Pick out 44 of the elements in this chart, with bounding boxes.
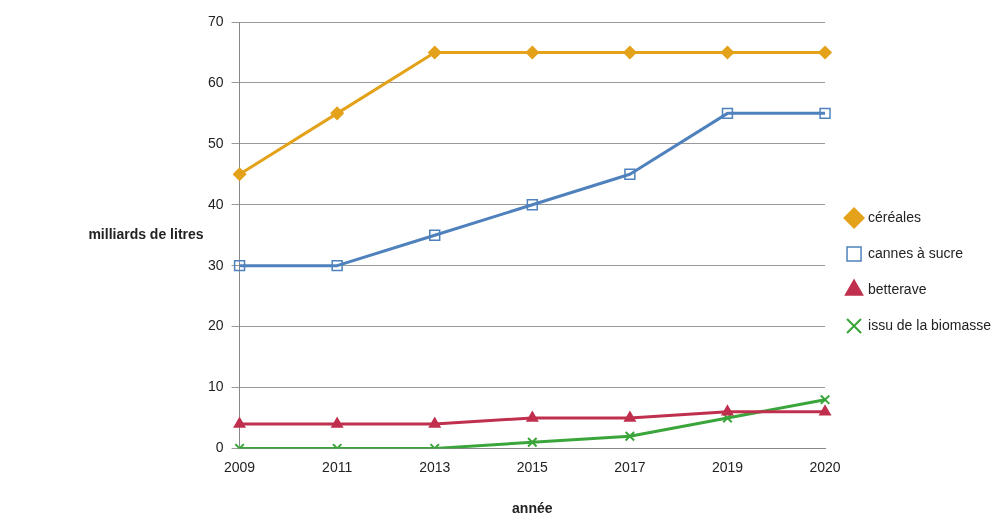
point xyxy=(819,405,831,416)
legend-label: issu de la biomasse xyxy=(868,316,992,333)
point xyxy=(233,417,246,428)
point xyxy=(818,45,832,60)
point xyxy=(330,106,344,121)
point xyxy=(819,394,831,405)
point xyxy=(331,259,343,272)
y-tick-label: 20 xyxy=(207,317,224,334)
point xyxy=(428,417,441,428)
y-tick-label: 70 xyxy=(207,12,224,29)
point xyxy=(525,45,540,60)
x-tick-label: 2009 xyxy=(223,458,256,475)
x-axis-title: année xyxy=(512,500,553,517)
x-tick-label: 2013 xyxy=(419,458,451,475)
point xyxy=(526,199,539,211)
point xyxy=(623,411,636,422)
y-axis-title: milliards de litres xyxy=(88,226,204,243)
point xyxy=(232,167,247,182)
point xyxy=(526,411,539,422)
y-tick-label: 30 xyxy=(207,256,224,273)
point xyxy=(819,107,831,120)
point xyxy=(624,430,636,442)
y-tick-label: 10 xyxy=(207,378,224,395)
x-tick-label: 2015 xyxy=(516,458,549,475)
point xyxy=(427,45,442,60)
y-tick-label: 60 xyxy=(207,73,224,90)
legend-label: céréales xyxy=(868,208,921,225)
legend-label: cannes à sucre xyxy=(868,244,964,261)
point xyxy=(429,229,441,241)
y-tick-label: 40 xyxy=(207,195,224,212)
y-tick-label: 50 xyxy=(207,134,224,151)
point xyxy=(721,107,734,120)
x-tick-label: 2020 xyxy=(809,458,841,475)
point xyxy=(721,405,734,416)
point xyxy=(527,437,538,448)
x-tick-label: 2017 xyxy=(614,458,646,475)
point xyxy=(720,45,735,60)
x-tick-label: 2019 xyxy=(711,458,744,475)
y-tick-label: 0 xyxy=(215,439,224,456)
point xyxy=(331,417,344,428)
legend-label: betterave xyxy=(868,280,927,297)
point xyxy=(623,45,637,60)
x-tick-label: 2011 xyxy=(322,458,353,475)
point xyxy=(624,168,636,180)
